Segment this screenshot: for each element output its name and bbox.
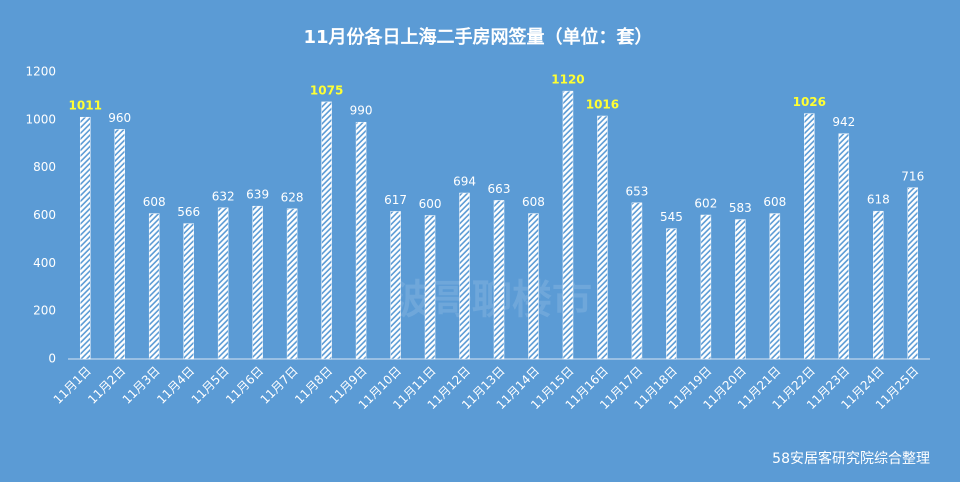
data-label: 583 [729, 201, 752, 215]
data-label: 716 [901, 169, 924, 183]
bar [907, 187, 919, 360]
data-label: 1075 [310, 83, 343, 97]
watermark: 波哥聊楼市 [392, 277, 592, 323]
data-label: 608 [763, 195, 786, 209]
bar [183, 223, 194, 360]
bar [735, 219, 746, 360]
bar [114, 129, 125, 360]
data-label: 618 [867, 193, 890, 207]
bar [217, 207, 229, 360]
bar [631, 202, 643, 360]
bar [321, 101, 332, 360]
y-tick-label: 800 [33, 160, 56, 174]
data-label: 628 [281, 190, 304, 204]
bar [528, 213, 539, 360]
bar [562, 90, 574, 360]
y-tick-label: 400 [33, 256, 56, 270]
data-label: 694 [453, 175, 476, 189]
data-label: 608 [143, 195, 166, 209]
data-label: 639 [246, 188, 269, 202]
data-label: 600 [419, 197, 442, 211]
data-label: 1016 [586, 98, 619, 112]
data-label: 960 [108, 111, 131, 125]
bar [700, 214, 712, 360]
data-label: 942 [832, 115, 855, 129]
y-tick-label: 1000 [25, 112, 56, 126]
data-label: 608 [522, 195, 545, 209]
data-label: 1120 [551, 73, 584, 87]
bar [597, 115, 608, 360]
source-note: 58安居客研究院综合整理 [772, 450, 930, 467]
data-label: 566 [177, 205, 200, 219]
y-tick-label: 600 [33, 208, 56, 222]
data-label: 545 [660, 210, 683, 224]
bar [493, 200, 505, 360]
bar [804, 113, 815, 360]
bar [666, 228, 677, 360]
bar [148, 213, 160, 360]
y-tick-label: 1200 [25, 65, 56, 79]
bar [424, 215, 436, 360]
bar [355, 121, 367, 360]
bar [79, 116, 91, 360]
bar [769, 213, 781, 360]
bar [286, 208, 298, 360]
bar [838, 133, 850, 360]
data-label: 617 [384, 193, 407, 207]
data-label: 602 [694, 197, 717, 211]
data-label: 1011 [69, 99, 102, 113]
bar [459, 192, 470, 360]
data-label: 653 [625, 184, 648, 198]
data-label: 990 [350, 104, 373, 118]
bar [873, 210, 884, 360]
data-label: 632 [212, 189, 235, 203]
chart-title: 11月份各日上海二手房网签量（单位：套） [303, 26, 652, 48]
y-tick-label: 0 [48, 352, 56, 366]
bar [390, 211, 401, 360]
y-tick-label: 200 [33, 304, 56, 318]
data-label: 663 [488, 182, 511, 196]
data-label: 1026 [793, 95, 826, 109]
bar [252, 205, 263, 360]
